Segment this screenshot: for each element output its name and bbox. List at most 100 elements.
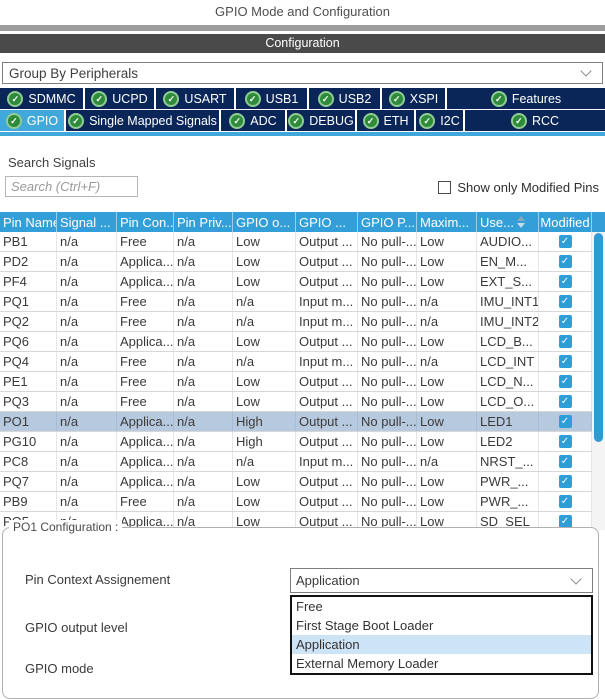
table-row-pb1[interactable]: PB1 n/a Free n/a Low Output ... No pull-... Low… xyxy=(0,232,605,252)
cell-pin-priv: n/a xyxy=(174,292,233,311)
group-by-value: Group By Peripherals xyxy=(9,65,139,81)
modified-checkbox[interactable]: ✓ xyxy=(539,452,592,471)
search-input[interactable] xyxy=(5,176,138,197)
modified-checkbox[interactable]: ✓ xyxy=(539,432,592,451)
table-row-pq2[interactable]: PQ2 n/a Free n/a n/a Input m... No pull-... n/a… xyxy=(0,312,605,332)
table-row-pq3[interactable]: PQ3 n/a Free n/a Low Output ... No pull-... Low… xyxy=(0,392,605,412)
modified-checkbox[interactable]: ✓ xyxy=(539,472,592,491)
checkbox-checked-icon: ✓ xyxy=(558,495,572,508)
modified-checkbox[interactable]: ✓ xyxy=(539,372,592,391)
cell-maxim: Low xyxy=(417,272,477,291)
check-icon: ✓ xyxy=(5,112,22,129)
cell-pin-name: PC8 xyxy=(0,452,57,471)
column-header-maxim[interactable]: Maxim... xyxy=(417,212,477,232)
cell-signal: n/a xyxy=(57,312,117,331)
cell-gpio: Output ... xyxy=(296,492,358,511)
cell-signal: n/a xyxy=(57,432,117,451)
column-header-gpio[interactable]: GPIO ... xyxy=(296,212,358,232)
table-row-pq1[interactable]: PQ1 n/a Free n/a n/a Input m... No pull-... n/a… xyxy=(0,292,605,312)
modified-checkbox[interactable]: ✓ xyxy=(539,292,592,311)
tab-adc[interactable]: ✓ ADC xyxy=(221,110,285,131)
column-header-pin-name[interactable]: Pin Name xyxy=(0,212,57,232)
table-row-pd2[interactable]: PD2 n/a Applica... n/a Low Output ... No pull-… xyxy=(0,252,605,272)
cell-pin-con: Applica... xyxy=(117,452,174,471)
table-row-pb9[interactable]: PB9 n/a Free n/a Low Output ... No pull-... Low… xyxy=(0,492,605,512)
tab-usart[interactable]: ✓ USART xyxy=(156,88,234,109)
tab-label: DEBUG xyxy=(309,113,354,128)
column-header-modified[interactable]: Modified xyxy=(539,212,592,232)
dropdown-option-first-stage-boot-loader[interactable]: First Stage Boot Loader xyxy=(296,618,434,633)
table-row-po1[interactable]: PO1 n/a Applica... n/a High Output ... No pull… xyxy=(0,412,605,432)
modified-checkbox[interactable]: ✓ xyxy=(539,272,592,291)
cell-pin-con: Free xyxy=(117,392,174,411)
check-icon: ✓ xyxy=(244,90,261,107)
chevron-down-icon xyxy=(580,65,592,77)
modified-checkbox[interactable]: ✓ xyxy=(539,252,592,271)
column-header-gpio-p[interactable]: GPIO P... xyxy=(358,212,417,232)
group-by-select[interactable]: Group By Peripherals xyxy=(2,62,603,84)
dropdown-option-application[interactable]: Application xyxy=(292,635,591,654)
cell-gpio-o: Low xyxy=(233,372,296,391)
modified-checkbox[interactable]: ✓ xyxy=(539,492,592,511)
cell-gpio-o: n/a xyxy=(233,352,296,371)
table-row-pc8[interactable]: PC8 n/a Applica... n/a n/a Input m... No pull-… xyxy=(0,452,605,472)
table-row-pq6[interactable]: PQ6 n/a Applica... n/a Low Output ... No pull-… xyxy=(0,332,605,352)
modified-checkbox[interactable]: ✓ xyxy=(539,312,592,331)
pin-context-assignment-label: Pin Context Assignement xyxy=(25,572,171,587)
cell-pin-name: PG10 xyxy=(0,432,57,451)
dropdown-option-free[interactable]: Free xyxy=(296,599,323,614)
configuration-section-header[interactable]: Configuration xyxy=(0,34,605,53)
cell-pin-con: Free xyxy=(117,292,174,311)
cell-maxim: Low xyxy=(417,372,477,391)
modified-checkbox[interactable]: ✓ xyxy=(539,392,592,411)
cell-pin-priv: n/a xyxy=(174,452,233,471)
cell-gpio-o: Low xyxy=(233,512,296,530)
tab-usb1[interactable]: ✓ USB1 xyxy=(236,88,307,109)
column-header-label: Signal ... xyxy=(60,214,111,230)
column-header-pin-con[interactable]: Pin Con... xyxy=(117,212,174,232)
tab-features[interactable]: ✓ Features xyxy=(447,88,605,109)
modified-checkbox[interactable]: ✓ xyxy=(539,412,592,431)
table-row-pf4[interactable]: PF4 n/a Applica... n/a Low Output ... No pull-… xyxy=(0,272,605,292)
column-header-signal[interactable]: Signal ... xyxy=(57,212,117,232)
tab-usb2[interactable]: ✓ USB2 xyxy=(309,88,380,109)
tab-sdmmc[interactable]: ✓ SDMMC xyxy=(0,88,83,109)
cell-gpio-o: n/a xyxy=(233,312,296,331)
cell-gpio: Output ... xyxy=(296,512,358,530)
tab-debug[interactable]: ✓ DEBUG xyxy=(287,110,355,131)
pin-context-select[interactable]: Application xyxy=(290,568,593,593)
cell-gpio-p: No pull-... xyxy=(358,372,417,391)
column-header-gpio-o[interactable]: GPIO o... xyxy=(233,212,296,232)
checkbox-checked-icon: ✓ xyxy=(558,255,572,268)
table-row-pq4[interactable]: PQ4 n/a Free n/a n/a Input m... No pull-... n/a… xyxy=(0,352,605,372)
checkbox-checked-icon: ✓ xyxy=(558,275,572,288)
show-only-modified-pins[interactable]: Show only Modified Pins xyxy=(438,180,599,195)
modified-checkbox[interactable]: ✓ xyxy=(539,352,592,371)
modified-checkbox[interactable]: ✓ xyxy=(539,232,592,251)
table-row-pg10[interactable]: PG10 n/a Applica... n/a High Output ... No pul… xyxy=(0,432,605,452)
table-scrollbar-thumb[interactable] xyxy=(594,233,603,442)
table-scrollbar[interactable] xyxy=(592,232,605,530)
tab-ucpd[interactable]: ✓ UCPD xyxy=(85,88,154,109)
tab-i2c[interactable]: ✓ I2C xyxy=(416,110,463,131)
dropdown-option-external-memory-loader[interactable]: External Memory Loader xyxy=(296,656,439,671)
cell-signal: n/a xyxy=(57,452,117,471)
tab-gpio[interactable]: ✓ GPIO xyxy=(0,110,64,131)
column-header-pin-priv[interactable]: Pin Priv... xyxy=(174,212,233,232)
tab-eth[interactable]: ✓ ETH xyxy=(357,110,414,131)
tab-xspi[interactable]: ✓ XSPI xyxy=(382,88,445,109)
modified-checkbox[interactable]: ✓ xyxy=(539,332,592,351)
tab-single-mapped-signals[interactable]: ✓ Single Mapped Signals xyxy=(66,110,219,131)
checkbox-unchecked-icon[interactable] xyxy=(438,181,452,194)
chevron-down-icon xyxy=(570,572,582,585)
column-header-use[interactable]: Use... xyxy=(477,212,539,232)
cell-pin-priv: n/a xyxy=(174,392,233,411)
cell-gpio: Input m... xyxy=(296,352,358,371)
table-row-pe1[interactable]: PE1 n/a Free n/a Low Output ... No pull-... Low… xyxy=(0,372,605,392)
tab-rcc[interactable]: ✓ RCC xyxy=(465,110,605,131)
cell-signal: n/a xyxy=(57,492,117,511)
modified-checkbox[interactable]: ✓ xyxy=(539,512,592,530)
cell-gpio-p: No pull-... xyxy=(358,512,417,530)
table-row-pq7[interactable]: PQ7 n/a Applica... n/a Low Output ... No pull-… xyxy=(0,472,605,492)
page-title: GPIO Mode and Configuration xyxy=(215,4,390,19)
